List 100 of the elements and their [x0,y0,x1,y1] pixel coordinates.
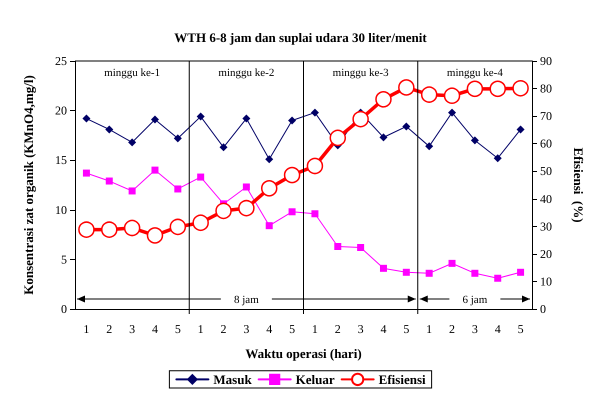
point [288,208,296,216]
x-tick-label: 2 [449,322,456,336]
point [380,264,387,272]
x-tick-label: 5 [518,322,524,336]
point [330,130,346,146]
annotation: 8 jam [234,294,260,306]
y-tick-label: 15 [55,153,67,168]
point [82,170,90,177]
chart-title: WTH 6-8 jam dan suplai udara 30 liter/menit [174,30,428,45]
point [78,221,95,238]
point [238,200,255,216]
point [306,158,324,174]
point [82,114,90,123]
annotation: 6 jam [462,294,488,306]
point [124,220,140,236]
point [170,218,186,236]
annotation: minggu ke-3 [332,67,390,79]
point [352,110,369,128]
annotation: minggu ke-2 [218,67,274,79]
point [197,174,204,181]
point [357,244,364,251]
x-tick-label: 2 [106,322,112,336]
point [128,187,136,194]
point [260,180,278,197]
point [375,91,392,108]
x-tick-label: 1 [198,322,204,336]
annotation: minggu ke-1 [104,67,160,79]
y2-axis-title: Efisiensi (%) [571,147,586,223]
point [310,108,319,117]
x-tick-label: 5 [289,322,296,336]
point [517,268,524,276]
y-axis-title: Konsentrasi zat organik (KMnO4,mg/l) [21,75,36,295]
y-tick-label: 5 [61,252,67,266]
point [242,183,250,190]
point [402,122,410,130]
x-tick-label: 1 [83,322,90,336]
y-tick-label: 10 [55,202,67,217]
point [284,166,300,184]
point [265,155,274,164]
point [470,136,479,144]
y2-tick-label: 30 [540,219,552,234]
y2-tick-label: 80 [540,82,552,96]
x-axis-title: Waktu operasi (hari) [245,346,362,361]
point [266,222,273,230]
y2-tick-label: 0 [540,302,546,316]
point [334,243,342,250]
point [215,202,232,220]
x-tick-label: 3 [358,322,364,336]
x-tick-label: 2 [220,322,227,336]
point [288,116,296,125]
y2-tick-label: 60 [540,136,552,151]
point [220,143,228,152]
x-tick-label: 1 [312,322,318,336]
y2-tick-label: 40 [540,192,552,206]
legend-label: Masuk [213,372,252,387]
x-tick-label: 4 [380,322,386,336]
point [516,125,525,134]
point [448,260,456,267]
point [471,270,478,277]
x-tick-label: 4 [266,322,272,336]
x-tick-label: 1 [426,322,432,336]
point [192,214,209,231]
point [494,274,502,282]
point [174,185,182,192]
annotation: minggu ke-4 [446,67,504,79]
y-tick-label: 20 [55,104,67,118]
y2-tick-label: 20 [540,246,552,261]
point [311,210,318,218]
point [426,270,433,277]
x-tick-label: 3 [472,322,478,336]
point [379,133,388,142]
point [101,221,118,238]
point [448,108,456,117]
point [146,227,164,244]
x-tick-label: 3 [129,322,136,336]
point [494,154,502,162]
point [150,116,159,124]
y-tick-label: 0 [61,302,67,316]
y2-tick-label: 50 [540,164,552,178]
point [512,80,529,97]
point [174,134,182,142]
point [425,142,434,150]
y-tick-label: 25 [55,54,67,68]
x-tick-label: 3 [243,322,250,336]
point [151,166,158,174]
point [106,178,113,185]
point [398,79,415,96]
point [402,268,410,276]
point [489,80,506,98]
legend-label: Keluar [296,372,335,387]
x-tick-label: 4 [494,322,501,336]
y2-tick-label: 10 [540,274,552,288]
y2-tick-label: 90 [540,54,552,68]
x-tick-label: 4 [152,322,158,336]
point [105,125,114,134]
point [242,114,250,123]
point [128,138,136,146]
x-tick-label: 5 [403,322,410,336]
x-tick-label: 5 [174,322,181,336]
point [466,80,484,98]
